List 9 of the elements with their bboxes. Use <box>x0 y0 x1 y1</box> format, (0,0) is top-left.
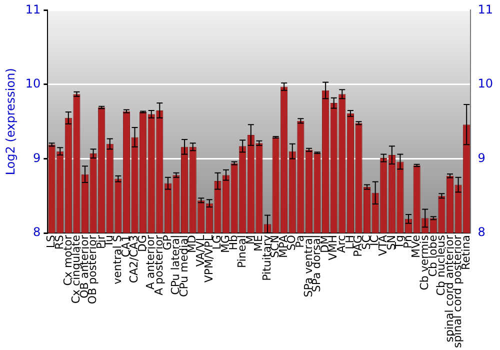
y2-tick-label: 8 <box>478 225 486 240</box>
y2-tick-label: 9 <box>478 150 486 165</box>
y2-tick-label: 11 <box>478 2 494 16</box>
y-axis-title: Log2 (expression) <box>3 68 18 176</box>
y2-tick-label: 10 <box>478 76 494 91</box>
y-tick-label: 8 <box>33 225 41 240</box>
y-tick-label: 10 <box>25 76 41 91</box>
y-tick-label: 9 <box>33 150 41 165</box>
y-tick-label: 11 <box>25 2 41 16</box>
